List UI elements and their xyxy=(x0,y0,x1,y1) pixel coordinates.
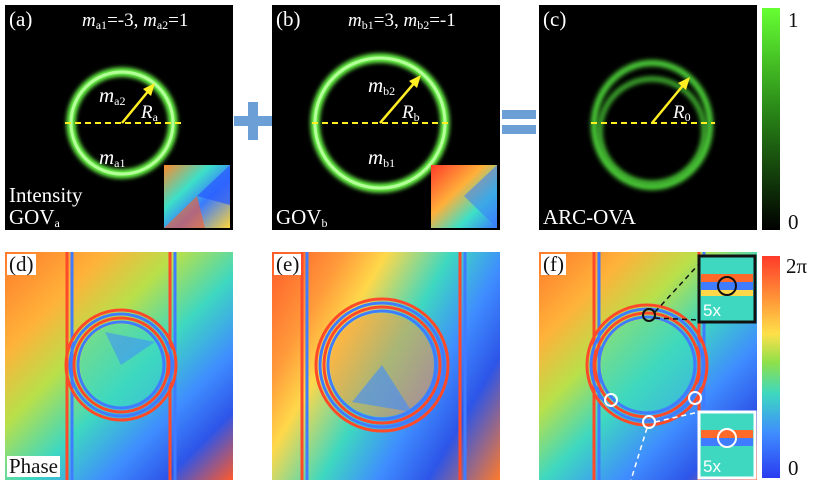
phase-colorbar xyxy=(762,256,780,478)
topological-charges-a: ma1=-3, ma2=1 xyxy=(82,10,189,32)
radius-arrow-c xyxy=(651,82,686,124)
panel-c-graphic xyxy=(591,60,715,190)
radius-arrowhead-a xyxy=(143,83,155,96)
phase-colorbar-min: 0 xyxy=(788,456,799,480)
panel-e-graphic xyxy=(300,252,467,480)
radius-label-c: R0 xyxy=(673,102,691,124)
caption-gov-a: GOVa xyxy=(9,205,60,230)
panel-a-graphic xyxy=(65,67,230,228)
radius-arrowhead-b xyxy=(409,75,421,88)
panel-c-intensity: (c) R0 ARC-OVA xyxy=(539,5,757,230)
panel-b-intensity: (b) mb1=3, mb2=-1 mb2 Rb mb1 GOVb xyxy=(272,5,500,230)
caption-gov-b: GOVb xyxy=(276,205,328,230)
equals-icon xyxy=(502,110,536,134)
radius-arrowhead-c xyxy=(678,77,690,90)
radius-label-b: Rb xyxy=(402,102,420,124)
topological-charges-b: mb1=3, mb2=-1 xyxy=(348,10,456,32)
singularity-marker-1 xyxy=(604,393,618,407)
ring-c-outer xyxy=(591,60,713,190)
inner-charge-label-a: ma2 xyxy=(99,83,126,108)
panel-label-f: (f) xyxy=(541,252,566,276)
plus-icon xyxy=(234,102,272,140)
panel-f-graphic xyxy=(585,252,757,480)
panel-label-b: (b) xyxy=(276,7,301,31)
caption-phase: Phase xyxy=(7,454,60,478)
radius-label-a: Ra xyxy=(141,102,158,124)
zoom-inset-bottom xyxy=(697,410,757,480)
intensity-colorbar-min: 0 xyxy=(788,210,799,234)
intensity-colorbar xyxy=(762,8,780,230)
intensity-colorbar-max: 1 xyxy=(788,8,799,32)
singularity-marker-dark xyxy=(642,308,656,322)
panel-a-intensity: (a) ma1=-3, ma2=1 ma2 Ra ma1 Intensity G… xyxy=(5,5,233,230)
singularity-marker-2 xyxy=(688,391,702,405)
caption-intensity: Intensity xyxy=(9,183,83,207)
panel-label-e: (e) xyxy=(274,252,302,276)
panel-label-a: (a) xyxy=(9,7,33,31)
panel-label-c: (c) xyxy=(543,7,567,31)
caption-arc-ova: ARC-OVA xyxy=(543,205,636,229)
zoom-inset-top xyxy=(697,254,757,324)
outer-charge-label-a: ma1 xyxy=(99,145,126,170)
panel-d-phase: (d) Phase xyxy=(5,252,233,480)
zoom-label-top: 5x xyxy=(703,301,721,320)
panel-label-d: (d) xyxy=(7,252,36,276)
panel-b-graphic xyxy=(310,53,497,228)
panel-d-graphic xyxy=(64,252,178,480)
panel-f-phase: (f) 5x 5x xyxy=(539,252,757,480)
radius-arrow-b xyxy=(379,80,417,124)
ring-c-inner xyxy=(597,76,707,186)
radius-arrow-a xyxy=(121,88,151,124)
outer-charge-label-b: mb1 xyxy=(368,145,396,170)
inner-charge-label-b: mb2 xyxy=(368,73,396,98)
phase-colorbar-max: 2π xyxy=(786,254,808,278)
panel-e-phase: (e) xyxy=(272,252,500,480)
zoom-label-bottom: 5x xyxy=(703,457,721,476)
